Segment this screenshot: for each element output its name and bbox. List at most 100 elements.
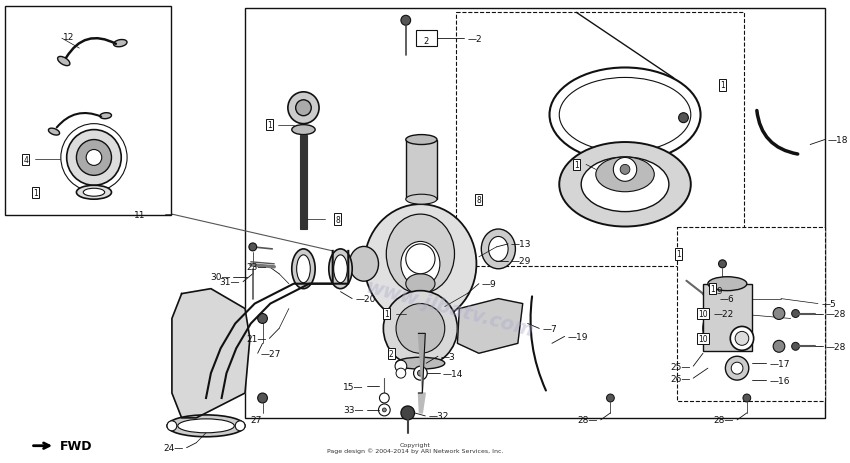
Circle shape bbox=[258, 314, 268, 324]
Text: 30—: 30— bbox=[210, 273, 230, 282]
Circle shape bbox=[607, 394, 615, 402]
Circle shape bbox=[235, 421, 245, 431]
Circle shape bbox=[728, 329, 747, 349]
Text: —22: —22 bbox=[714, 309, 734, 319]
Ellipse shape bbox=[708, 277, 747, 291]
Text: 4: 4 bbox=[23, 156, 28, 164]
Text: 28—: 28— bbox=[577, 415, 598, 425]
Text: —13: —13 bbox=[511, 240, 531, 249]
Circle shape bbox=[383, 291, 457, 366]
Text: —7: —7 bbox=[542, 324, 557, 333]
Text: 1: 1 bbox=[574, 161, 579, 169]
Text: 33—: 33— bbox=[343, 406, 364, 414]
Text: 10: 10 bbox=[698, 334, 708, 343]
Ellipse shape bbox=[58, 57, 70, 67]
Text: 1: 1 bbox=[384, 309, 388, 319]
Text: —16: —16 bbox=[769, 376, 790, 385]
Ellipse shape bbox=[329, 250, 352, 289]
Text: 15—: 15— bbox=[343, 382, 364, 391]
Circle shape bbox=[725, 357, 749, 380]
Text: FWD: FWD bbox=[60, 439, 93, 452]
Circle shape bbox=[66, 130, 122, 186]
Text: —14: —14 bbox=[443, 369, 463, 378]
Circle shape bbox=[167, 421, 177, 431]
Text: Copyright
Page design © 2004-2014 by ARI Network Services, Inc.: Copyright Page design © 2004-2014 by ARI… bbox=[327, 442, 504, 453]
Circle shape bbox=[379, 393, 389, 403]
Ellipse shape bbox=[365, 205, 477, 324]
Circle shape bbox=[378, 404, 390, 416]
Polygon shape bbox=[457, 299, 523, 353]
Text: 27: 27 bbox=[250, 415, 261, 425]
Ellipse shape bbox=[396, 357, 445, 369]
Ellipse shape bbox=[83, 189, 105, 197]
Text: 28—: 28— bbox=[714, 415, 734, 425]
Circle shape bbox=[731, 363, 743, 374]
Text: 1: 1 bbox=[711, 285, 715, 294]
Text: —28: —28 bbox=[825, 342, 846, 351]
Text: —20: —20 bbox=[355, 294, 376, 303]
Text: 23—: 23— bbox=[246, 263, 266, 272]
Text: 25—: 25— bbox=[670, 362, 690, 371]
Ellipse shape bbox=[334, 255, 348, 283]
Circle shape bbox=[678, 113, 689, 123]
Ellipse shape bbox=[581, 157, 669, 212]
Circle shape bbox=[405, 244, 435, 274]
Text: 26—: 26— bbox=[670, 374, 690, 383]
Circle shape bbox=[743, 394, 751, 402]
Ellipse shape bbox=[48, 129, 60, 136]
Text: —29: —29 bbox=[511, 257, 531, 266]
Text: 31—: 31— bbox=[219, 278, 241, 287]
Polygon shape bbox=[172, 289, 250, 418]
Circle shape bbox=[732, 334, 742, 344]
Text: —19: —19 bbox=[568, 332, 588, 341]
Bar bbox=[677, 227, 824, 401]
Circle shape bbox=[382, 408, 386, 412]
Text: 8: 8 bbox=[477, 195, 481, 204]
Polygon shape bbox=[418, 393, 425, 413]
Ellipse shape bbox=[167, 415, 245, 437]
Text: 11: 11 bbox=[134, 210, 145, 219]
Text: —9: —9 bbox=[482, 280, 496, 288]
Circle shape bbox=[288, 93, 319, 125]
Text: 24—: 24— bbox=[163, 443, 184, 452]
Text: 2: 2 bbox=[388, 349, 394, 358]
Circle shape bbox=[735, 332, 749, 345]
Circle shape bbox=[401, 16, 411, 26]
Ellipse shape bbox=[292, 250, 315, 289]
Circle shape bbox=[395, 360, 407, 372]
Text: —28: —28 bbox=[825, 309, 846, 319]
Circle shape bbox=[620, 165, 630, 175]
Text: —27: —27 bbox=[261, 349, 281, 358]
Ellipse shape bbox=[405, 195, 437, 205]
Text: 12: 12 bbox=[63, 32, 74, 42]
Circle shape bbox=[396, 369, 405, 378]
Circle shape bbox=[258, 393, 268, 403]
Circle shape bbox=[718, 260, 727, 268]
Bar bbox=[703, 284, 751, 351]
Ellipse shape bbox=[76, 186, 111, 200]
Text: —6: —6 bbox=[719, 294, 734, 303]
Ellipse shape bbox=[405, 135, 437, 145]
Circle shape bbox=[774, 308, 785, 320]
Circle shape bbox=[296, 100, 311, 116]
Bar bbox=[245, 9, 824, 418]
Bar bbox=[416, 31, 437, 47]
Text: —17: —17 bbox=[769, 359, 790, 368]
Circle shape bbox=[417, 370, 423, 376]
Ellipse shape bbox=[481, 230, 515, 269]
Circle shape bbox=[414, 366, 428, 380]
Circle shape bbox=[729, 296, 745, 312]
Ellipse shape bbox=[489, 237, 508, 262]
Text: —5: —5 bbox=[822, 300, 836, 308]
Ellipse shape bbox=[114, 40, 127, 48]
Text: 1: 1 bbox=[677, 250, 681, 259]
Circle shape bbox=[249, 244, 257, 251]
Circle shape bbox=[396, 304, 445, 353]
Ellipse shape bbox=[559, 143, 691, 227]
Circle shape bbox=[76, 140, 111, 176]
Circle shape bbox=[614, 158, 637, 182]
Text: 8: 8 bbox=[335, 215, 340, 224]
Text: —18: —18 bbox=[828, 136, 848, 145]
Text: —2: —2 bbox=[468, 35, 482, 44]
Ellipse shape bbox=[297, 255, 310, 283]
